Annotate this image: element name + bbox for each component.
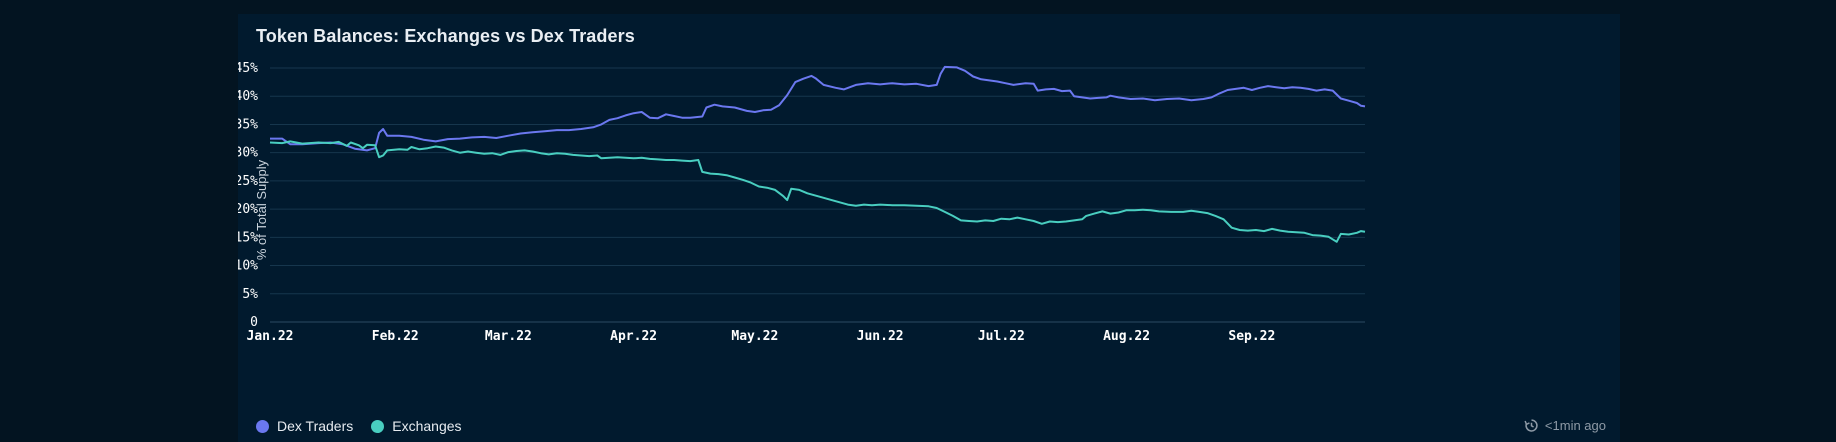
- y-tick-label: 30%: [238, 146, 258, 161]
- y-tick-label: 40%: [238, 89, 258, 104]
- legend: Dex Traders Exchanges: [256, 418, 462, 434]
- x-tick-label: Jun.22: [857, 329, 904, 344]
- x-axis-ticks: Jan.22 Feb.22 Mar.22 Apr.22 May.22 Jun.22 Jul.…: [247, 329, 1276, 344]
- x-tick-label: Jul.22: [978, 329, 1025, 344]
- y-axis-label: % of Total Supply: [254, 159, 269, 260]
- legend-label-dex-traders: Dex Traders: [277, 418, 354, 434]
- y-tick-label: 45%: [238, 61, 258, 76]
- legend-item-dex-traders[interactable]: Dex Traders: [256, 418, 353, 434]
- y-tick-label: 25%: [238, 174, 258, 189]
- refresh-status[interactable]: <1min ago: [1524, 418, 1606, 433]
- y-tick-label: 5%: [242, 287, 258, 302]
- x-tick-label: May.22: [731, 329, 778, 344]
- y-tick-label: 10%: [238, 259, 258, 274]
- legend-dot-dex-traders: [256, 419, 269, 433]
- series-line-exchanges[interactable]: [269, 140, 1366, 243]
- legend-label-exchanges: Exchanges: [392, 418, 462, 434]
- y-axis-ticks: 0 5% 10% 15% 20% 25% 30% 35% 40% 45%: [238, 61, 258, 330]
- y-tick-label: 0: [250, 315, 258, 330]
- x-tick-label: Sep.22: [1228, 329, 1275, 344]
- chart-title: Token Balances: Exchanges vs Dex Traders: [256, 26, 635, 46]
- x-tick-label: Feb.22: [372, 329, 419, 344]
- line-chart: 0 5% 10% 15% 20% 25% 30% 35% 40% 45% Jan.22 Feb.22…: [238, 61, 1366, 344]
- chart-card: Token Balances: Exchanges vs Dex Traders…: [238, 14, 1620, 442]
- x-tick-label: Apr.22: [610, 329, 657, 344]
- x-tick-label: Mar.22: [485, 329, 532, 344]
- series-lines: [269, 65, 1366, 243]
- x-tick-label: Aug.22: [1103, 329, 1150, 344]
- legend-dot-exchanges: [371, 419, 385, 433]
- legend-item-exchanges[interactable]: Exchanges: [371, 418, 462, 434]
- grid-lines: [270, 67, 1365, 323]
- refresh-clock-icon: [1524, 419, 1538, 432]
- y-tick-label: 15%: [238, 230, 258, 245]
- x-tick-label: Jan.22: [247, 329, 294, 344]
- refresh-text: <1min ago: [1544, 418, 1606, 433]
- y-tick-label: 20%: [238, 202, 258, 217]
- series-line-dex-traders[interactable]: [270, 65, 1366, 152]
- y-tick-label: 35%: [238, 117, 258, 132]
